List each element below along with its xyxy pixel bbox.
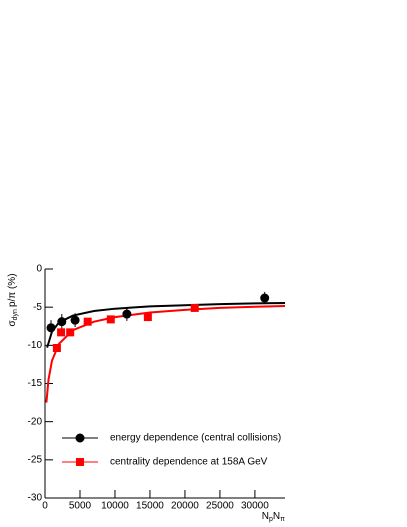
y-tick-label: -30 [28, 493, 43, 504]
fit-curve [45, 305, 286, 403]
data-point [122, 309, 132, 319]
data-point [106, 315, 115, 324]
y-label-sub: dyn [12, 309, 19, 320]
x-label-s2: π [280, 516, 285, 523]
y-label-rest: p/π (%) [7, 273, 18, 307]
legend-marker [75, 433, 85, 443]
x-tick-label: 0 [42, 501, 48, 512]
x-label-s1: p [269, 516, 273, 523]
legend-label: energy dependence (central collisions) [110, 433, 281, 444]
data-point [143, 313, 152, 322]
data-point [57, 328, 66, 337]
x-tick-label: 5000 [69, 501, 92, 512]
y-tick-label: -25 [28, 454, 43, 465]
legend-label: centrality dependence at 158A GeV [110, 457, 268, 468]
data-point [190, 303, 199, 312]
y-tick-label: -10 [28, 340, 43, 351]
x-tick-label: 10000 [101, 501, 129, 512]
fit-curve [46, 301, 286, 348]
y-tick-label: 0 [36, 264, 42, 275]
y-tick-label: -5 [33, 302, 42, 313]
x-label-n2: N [273, 511, 280, 522]
x-tick-label: 30000 [241, 501, 269, 512]
x-axis-label: NpNπ [262, 511, 285, 523]
data-point [260, 293, 270, 303]
x-label-n1: N [262, 511, 269, 522]
data-point [70, 315, 80, 325]
legend-marker [76, 458, 84, 466]
data-point [83, 317, 92, 326]
y-tick-label: -15 [28, 378, 43, 389]
x-tick-label: 15000 [136, 501, 164, 512]
data-point [52, 344, 61, 353]
y-axis-label: σdyn p/π (%) [7, 273, 19, 326]
data-point [46, 323, 56, 333]
x-tick-label: 25000 [206, 501, 234, 512]
y-tick-label: -20 [28, 416, 43, 427]
data-point [66, 328, 75, 337]
x-tick-label: 20000 [171, 501, 199, 512]
data-point [57, 317, 67, 327]
y-label-main: σ [7, 320, 18, 327]
